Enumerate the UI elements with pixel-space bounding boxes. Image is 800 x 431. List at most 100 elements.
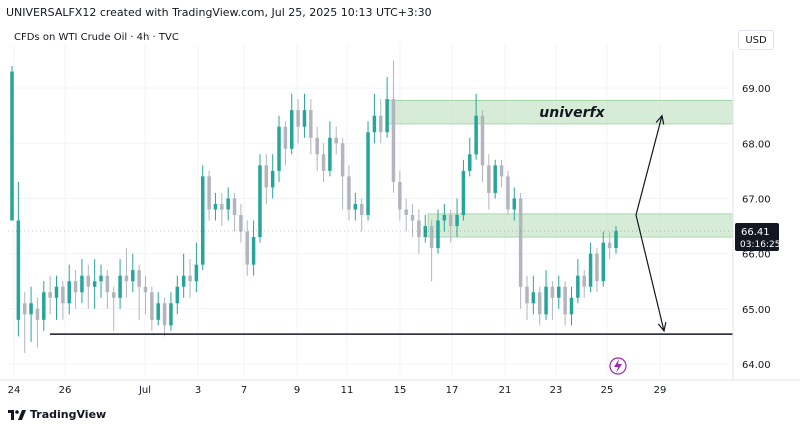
candle-body bbox=[328, 137, 332, 171]
y-tick-label: 67.00 bbox=[742, 194, 771, 205]
x-tick-label: 25 bbox=[601, 385, 614, 396]
candle-body bbox=[359, 203, 364, 215]
candle-body bbox=[398, 181, 402, 210]
zone-rect bbox=[427, 213, 734, 238]
candle-body bbox=[385, 99, 389, 133]
candle-body bbox=[315, 137, 319, 155]
candle-body bbox=[10, 71, 14, 221]
candle-body bbox=[340, 143, 345, 177]
candle-body bbox=[232, 198, 237, 215]
price-tag-value: 66.41 bbox=[741, 227, 770, 238]
candle-body bbox=[588, 253, 593, 287]
candle-body bbox=[48, 292, 52, 298]
candle-body bbox=[366, 132, 370, 215]
candle-body bbox=[239, 215, 243, 232]
currency-button[interactable]: USD bbox=[738, 30, 774, 50]
candle-body bbox=[251, 237, 256, 265]
x-tick-label: 7 bbox=[241, 385, 247, 396]
footer-brand: TradingView bbox=[30, 408, 107, 421]
x-tick-label: Jul bbox=[138, 385, 151, 396]
candle-body bbox=[372, 115, 377, 133]
candle-body bbox=[42, 292, 46, 320]
candle-body bbox=[417, 220, 421, 238]
candle-body bbox=[531, 292, 536, 304]
candle-body bbox=[302, 110, 307, 127]
candle-body bbox=[461, 170, 466, 215]
x-tick-label: 3 bbox=[195, 385, 201, 396]
candle-body bbox=[22, 303, 27, 315]
candle-body bbox=[537, 292, 542, 315]
x-tick-label: 17 bbox=[446, 385, 459, 396]
candle-body bbox=[80, 275, 84, 293]
candle-body bbox=[131, 270, 135, 282]
candle-body bbox=[289, 110, 294, 149]
tradingview-logo[interactable]: TradingView bbox=[8, 408, 106, 421]
candle-body bbox=[283, 126, 288, 149]
candle-body bbox=[207, 176, 211, 210]
candle-body bbox=[124, 275, 129, 282]
candle-body bbox=[105, 275, 110, 293]
candle-body bbox=[525, 286, 529, 304]
candle-body bbox=[436, 220, 440, 249]
candle-body bbox=[595, 253, 599, 282]
candle-body bbox=[169, 303, 173, 326]
candle-body bbox=[334, 137, 339, 144]
zone-label: univerfx bbox=[539, 105, 605, 121]
candle-body bbox=[410, 215, 415, 221]
candle-body bbox=[258, 165, 262, 238]
candle-body bbox=[474, 115, 478, 155]
candle-body bbox=[86, 275, 91, 287]
candle-body bbox=[61, 286, 65, 304]
candle-body bbox=[550, 286, 555, 298]
candle-body bbox=[487, 165, 491, 193]
candle-body bbox=[404, 209, 408, 215]
candle-body bbox=[111, 292, 116, 298]
candle-body bbox=[35, 308, 40, 320]
candle-body bbox=[118, 275, 122, 298]
x-tick-label: 11 bbox=[341, 385, 354, 396]
candle-body bbox=[569, 297, 574, 315]
x-tick-label: 26 bbox=[59, 385, 72, 396]
candle-body bbox=[220, 203, 224, 210]
candle-body bbox=[245, 231, 249, 265]
candle-body bbox=[353, 203, 358, 210]
candle-body bbox=[518, 198, 523, 287]
arrow-down bbox=[635, 214, 665, 332]
candle-body bbox=[264, 165, 269, 188]
candle-body bbox=[347, 176, 351, 210]
candle-body bbox=[499, 165, 504, 177]
y-tick-label: 69.00 bbox=[742, 84, 771, 95]
arrow-up bbox=[635, 115, 663, 216]
x-tick-label: 29 bbox=[654, 385, 667, 396]
candle-body bbox=[607, 242, 612, 249]
candle-body bbox=[181, 275, 186, 287]
x-tick-label: 15 bbox=[394, 385, 407, 396]
candle-body bbox=[29, 303, 33, 315]
y-tick-label: 65.00 bbox=[742, 305, 771, 316]
symbol-legend: CFDs on WTI Crude Oil · 4h · TVC bbox=[14, 32, 179, 43]
candle-body bbox=[175, 286, 180, 304]
x-tick-label: 9 bbox=[294, 385, 300, 396]
arrowhead-up bbox=[655, 114, 665, 125]
candle-body bbox=[226, 198, 230, 210]
supply-demand-zones: univerfx bbox=[387, 99, 734, 238]
x-tick-label: 21 bbox=[499, 385, 512, 396]
candle-body bbox=[455, 215, 459, 227]
candle-body bbox=[576, 275, 580, 298]
price-tag bbox=[735, 223, 779, 251]
candle-body bbox=[480, 115, 485, 166]
candle-body bbox=[67, 281, 71, 304]
candle-body bbox=[156, 303, 160, 320]
candle-body bbox=[614, 231, 618, 249]
candle-body bbox=[429, 226, 434, 249]
candlesticks bbox=[10, 60, 618, 353]
candle-body bbox=[150, 292, 154, 320]
candle-body bbox=[277, 126, 281, 171]
candle-body bbox=[137, 270, 141, 287]
candle-body bbox=[296, 110, 300, 127]
tradingview-icon bbox=[8, 409, 26, 420]
lightning-glyph bbox=[614, 359, 622, 373]
candle-body bbox=[213, 203, 218, 210]
candle-body bbox=[162, 303, 167, 326]
